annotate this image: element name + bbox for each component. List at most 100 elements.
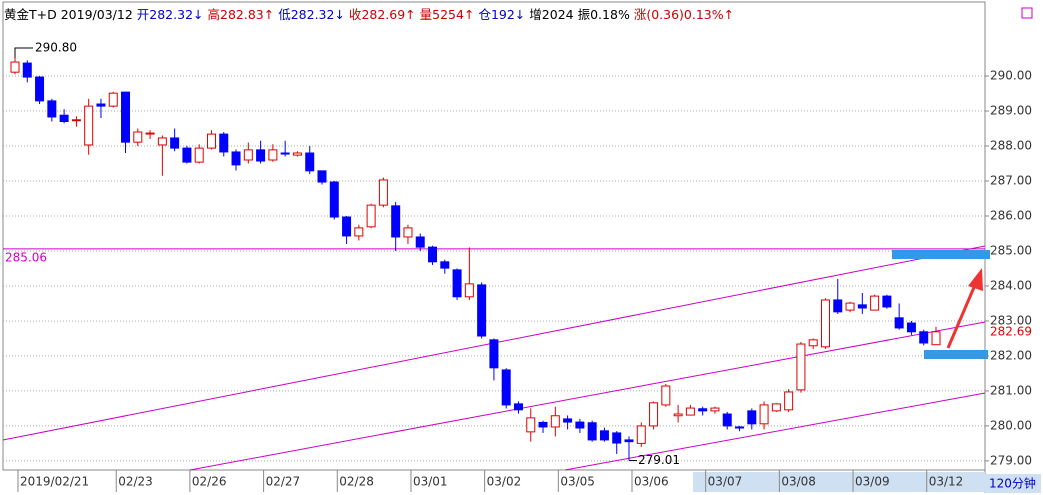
- x-tick-label: 02/23: [118, 475, 153, 489]
- y-tick-label: 280.00: [990, 418, 1032, 432]
- candle-body: [784, 391, 794, 411]
- candle-body: [22, 62, 32, 78]
- y-tick-label: 287.00: [990, 173, 1032, 187]
- header-label: 涨: [633, 7, 647, 22]
- candle-body: [857, 304, 867, 309]
- min-label: 279.01: [638, 453, 680, 467]
- candle-body: [121, 91, 131, 143]
- header-value: 192↓: [490, 7, 526, 22]
- candle-body: [612, 432, 622, 444]
- candle-body: [219, 133, 229, 153]
- candle-body: [157, 137, 167, 146]
- header-label: 低: [278, 7, 291, 22]
- candle-body: [403, 227, 413, 238]
- candle-body: [329, 181, 339, 218]
- symbol: 黄金T+D: [4, 7, 57, 22]
- candle-body: [243, 149, 253, 161]
- candle-body: [280, 152, 290, 155]
- candle-body: [84, 105, 94, 146]
- candle-body: [378, 179, 388, 206]
- max-label: 290.80: [35, 41, 77, 55]
- candle-body: [317, 170, 327, 183]
- header-label: 量: [419, 7, 433, 22]
- x-tick-label: 03/06: [634, 475, 669, 489]
- y-tick-label: 282.00: [990, 348, 1032, 362]
- candle-body: [292, 152, 302, 156]
- candle-body: [636, 425, 646, 444]
- candle-body: [452, 269, 462, 298]
- candle-body: [894, 317, 904, 329]
- x-tick-label: 02/27: [266, 475, 301, 489]
- header: 黄金T+D 2019/03/12 开282.32↓ 高282.83↑ 低282.…: [4, 4, 735, 23]
- arrow-head: [968, 268, 983, 291]
- y-tick-label: 289.00: [990, 104, 1032, 118]
- y-tick-label: 288.00: [990, 139, 1032, 153]
- candle-body: [354, 227, 364, 237]
- candle-body: [256, 149, 266, 162]
- candle-body: [599, 430, 609, 441]
- period-box: [985, 474, 1041, 493]
- x-tick-label: 03/02: [487, 475, 522, 489]
- candle-body: [820, 299, 830, 348]
- candle-body: [698, 408, 708, 412]
- corner-box: [1021, 7, 1033, 19]
- horizontal-line-label: 285.06: [5, 250, 47, 264]
- candle-body: [624, 439, 634, 443]
- candle-body: [882, 295, 892, 308]
- candle-body: [526, 417, 536, 433]
- candle-body: [182, 147, 192, 163]
- candle-body: [845, 302, 855, 311]
- candle-body: [477, 284, 487, 337]
- y-tick-label: 281.00: [990, 383, 1032, 397]
- candle-body: [133, 131, 143, 143]
- candle-body: [931, 331, 941, 346]
- candle-body: [722, 413, 732, 427]
- candle-body: [538, 421, 548, 428]
- header-value: 5254↑: [432, 7, 475, 22]
- trend-line: [564, 392, 986, 471]
- header-value: 0.18%: [590, 7, 630, 22]
- candle-body: [366, 204, 376, 228]
- candle-body: [268, 149, 278, 161]
- candle-body: [587, 422, 597, 441]
- candle-body: [170, 137, 180, 149]
- candle-body: [808, 339, 818, 347]
- header-label: 仓: [478, 7, 491, 22]
- candle-body: [513, 403, 523, 411]
- candle-body: [206, 133, 216, 149]
- candle-body: [796, 343, 806, 391]
- header-value: (0.36)0.13%↑: [646, 7, 735, 22]
- date: 2019/03/12: [60, 7, 133, 22]
- candle-body: [35, 76, 45, 102]
- candle-body: [673, 413, 683, 417]
- x-tick-label: 03/05: [560, 475, 595, 489]
- candle-body: [833, 299, 843, 313]
- header-label: 高: [207, 7, 220, 22]
- header-value: 282.83↑: [220, 7, 275, 22]
- x-tick-label: 03/12: [929, 475, 964, 489]
- y-tick-label: 290.00: [990, 69, 1032, 83]
- candle-body: [10, 61, 20, 73]
- candle-body: [747, 410, 757, 425]
- x-tick-label: 02/26: [192, 475, 227, 489]
- scroll-range: [693, 472, 985, 492]
- candle-body: [489, 339, 499, 369]
- x-tick-label: 03/01: [413, 475, 448, 489]
- candle-body: [710, 407, 720, 412]
- candle-body: [501, 369, 511, 406]
- y-tick-label: 284.00: [990, 278, 1032, 292]
- header-value: 2024: [541, 7, 574, 22]
- plot-border: [2, 1, 986, 471]
- candle-body: [59, 114, 69, 123]
- candle-body: [771, 403, 781, 412]
- candle-body: [145, 132, 155, 135]
- candle-body: [464, 283, 474, 298]
- max-pointer: [14, 47, 33, 59]
- header-label: 收: [348, 7, 362, 22]
- candle-body: [575, 421, 585, 429]
- candle-body: [342, 216, 352, 237]
- candle-body: [305, 152, 315, 172]
- candle-body: [563, 418, 573, 423]
- x-tick-label: 2019/02/21: [20, 475, 89, 489]
